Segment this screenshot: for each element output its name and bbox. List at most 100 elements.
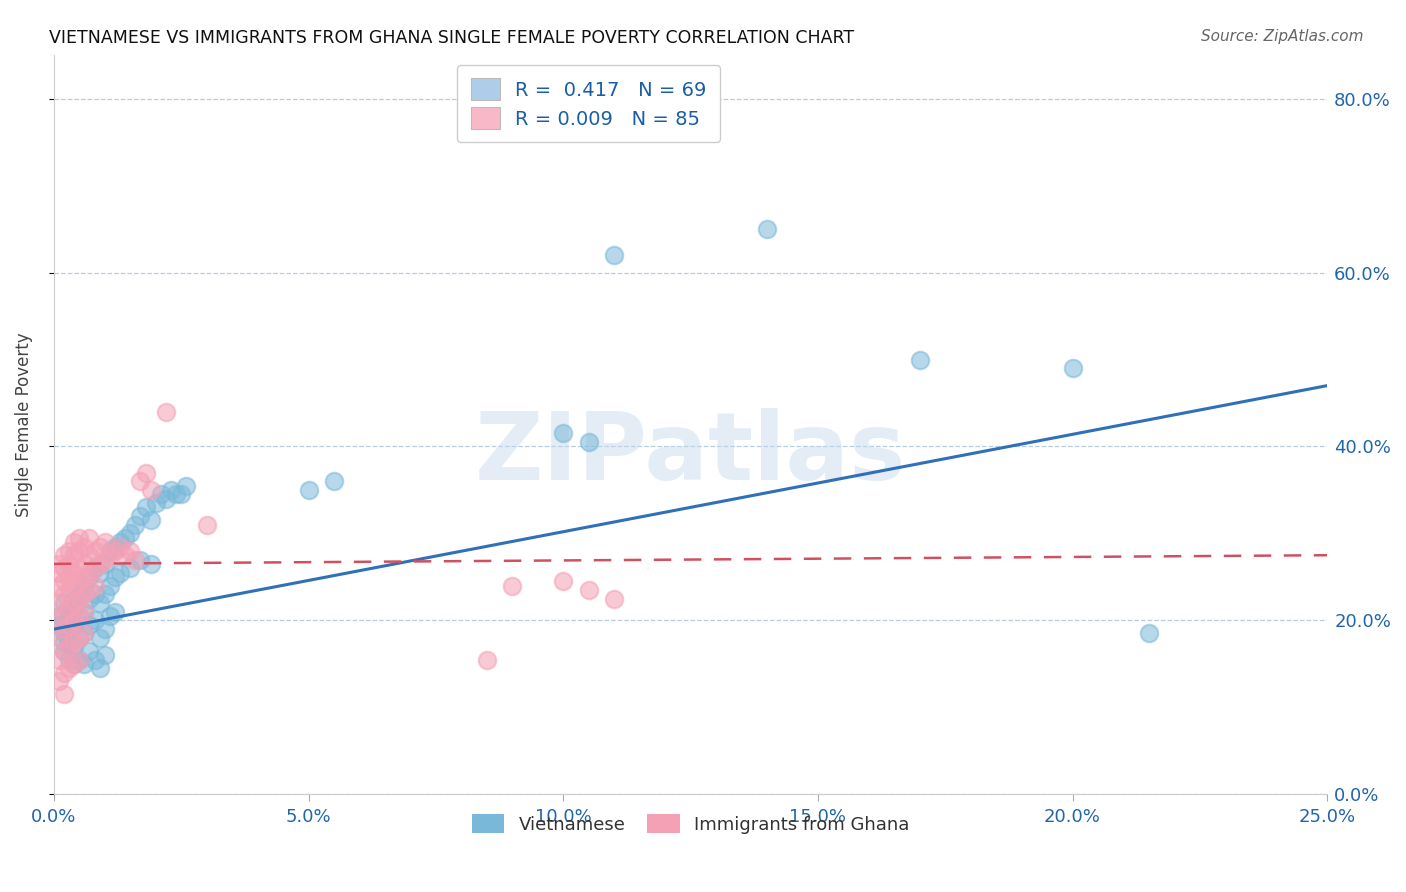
Point [475, 652, 498, 666]
Point [104, 605, 127, 619]
Point [67, 631, 90, 645]
Point [63, 566, 86, 580]
Point [603, 248, 626, 262]
Point [108, 566, 131, 580]
Point [53, 626, 76, 640]
Point [58, 640, 80, 654]
Point [63, 600, 86, 615]
Point [63, 617, 86, 632]
Point [53, 622, 76, 636]
Point [155, 491, 177, 506]
Point [48, 652, 70, 666]
Point [129, 552, 152, 566]
Point [79, 617, 101, 632]
Point [79, 566, 101, 580]
Point [83, 561, 105, 575]
Point [124, 552, 146, 566]
Point [94, 648, 117, 663]
Point [48, 557, 70, 571]
Point [67, 631, 90, 645]
Point [553, 426, 575, 441]
Y-axis label: Single Female Poverty: Single Female Poverty [15, 333, 32, 517]
Point [134, 500, 156, 515]
Point [63, 579, 86, 593]
Point [83, 587, 105, 601]
Point [48, 579, 70, 593]
Point [48, 566, 70, 580]
Point [174, 478, 197, 492]
Point [53, 644, 76, 658]
Point [170, 487, 193, 501]
Point [149, 487, 172, 501]
Point [98, 609, 121, 624]
Point [323, 475, 346, 489]
Text: ZIPatlas: ZIPatlas [475, 409, 907, 500]
Point [94, 557, 117, 571]
Point [120, 526, 142, 541]
Point [94, 622, 117, 636]
Point [53, 644, 76, 658]
Point [160, 483, 183, 497]
Point [67, 609, 90, 624]
Point [53, 687, 76, 701]
Point [73, 579, 96, 593]
Point [94, 552, 117, 566]
Point [58, 622, 80, 636]
Point [73, 605, 96, 619]
Point [67, 544, 90, 558]
Point [155, 405, 177, 419]
Point [89, 566, 111, 580]
Point [79, 582, 101, 597]
Point [63, 657, 86, 671]
Point [58, 617, 80, 632]
Point [108, 540, 131, 554]
Point [755, 222, 778, 236]
Point [124, 517, 146, 532]
Point [83, 614, 105, 628]
Point [98, 548, 121, 562]
Point [63, 614, 86, 628]
Point [58, 570, 80, 584]
Point [129, 475, 152, 489]
Point [79, 570, 101, 584]
Point [104, 540, 127, 554]
Point [94, 535, 117, 549]
Point [134, 466, 156, 480]
Point [58, 557, 80, 571]
Point [67, 561, 90, 575]
Point [94, 587, 117, 601]
Point [79, 531, 101, 545]
Point [89, 557, 111, 571]
Point [48, 609, 70, 624]
Point [79, 591, 101, 606]
Point [58, 661, 80, 675]
Point [53, 665, 76, 680]
Point [501, 579, 523, 593]
Point [1137, 626, 1160, 640]
Point [58, 652, 80, 666]
Point [53, 635, 76, 649]
Point [67, 574, 90, 589]
Point [53, 596, 76, 610]
Point [129, 509, 152, 524]
Point [83, 561, 105, 575]
Point [114, 548, 136, 562]
Point [58, 582, 80, 597]
Point [58, 544, 80, 558]
Point [48, 631, 70, 645]
Point [73, 626, 96, 640]
Point [63, 596, 86, 610]
Point [73, 626, 96, 640]
Point [63, 535, 86, 549]
Point [58, 605, 80, 619]
Point [120, 544, 142, 558]
Point [63, 657, 86, 671]
Point [89, 661, 111, 675]
Point [83, 652, 105, 666]
Point [48, 596, 70, 610]
Point [73, 587, 96, 601]
Point [53, 561, 76, 575]
Point [578, 582, 600, 597]
Point [98, 579, 121, 593]
Point [58, 635, 80, 649]
